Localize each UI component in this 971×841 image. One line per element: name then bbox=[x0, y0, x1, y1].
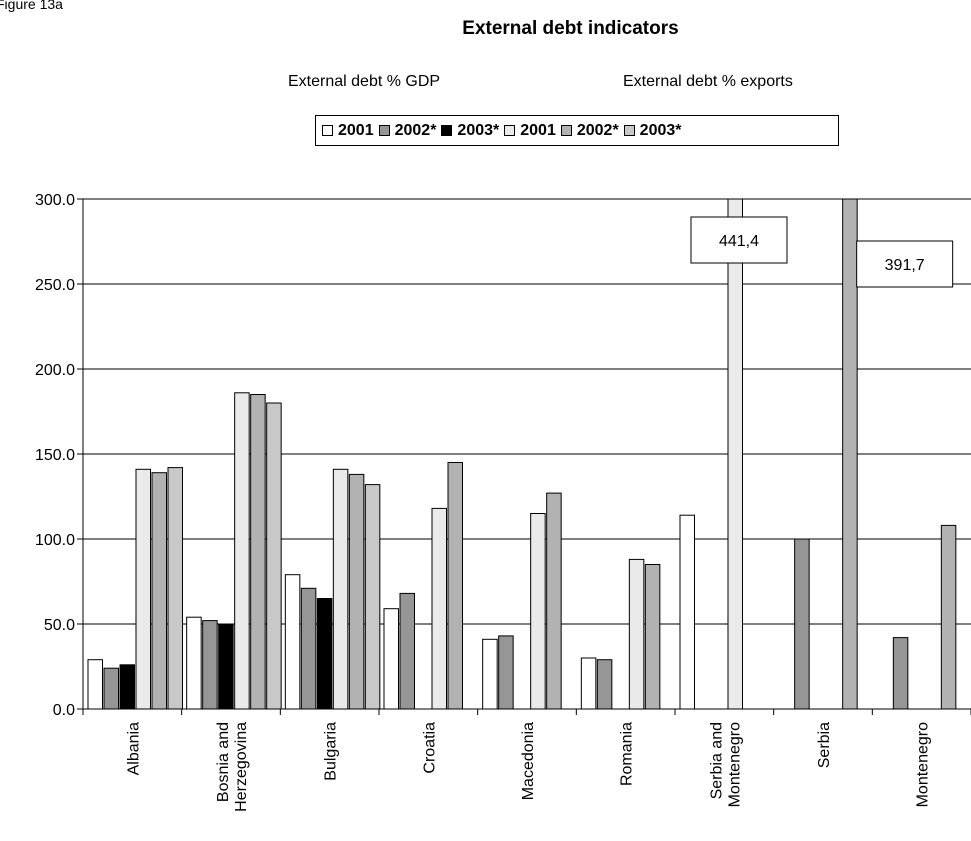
bar bbox=[794, 538, 810, 710]
bar bbox=[316, 598, 333, 710]
legend-item: 2003* bbox=[441, 122, 499, 140]
value-callout-box bbox=[856, 240, 954, 288]
bar bbox=[892, 637, 909, 710]
legend-swatch bbox=[378, 125, 390, 136]
bar bbox=[447, 462, 463, 710]
bar bbox=[135, 468, 151, 710]
bar bbox=[202, 620, 218, 710]
value-callout-label: 441,4 bbox=[719, 233, 759, 250]
bar bbox=[151, 472, 167, 710]
group-label-gdp: External debt % GDP bbox=[288, 73, 441, 90]
bar bbox=[596, 659, 613, 710]
legend-label: 2003* bbox=[457, 121, 500, 139]
x-category-label: Croatia bbox=[421, 722, 438, 774]
legend-label: 2002* bbox=[394, 121, 437, 139]
legend-label: 2002* bbox=[576, 121, 619, 139]
bar bbox=[580, 657, 597, 710]
x-category-label: Serbia and Montenegro bbox=[708, 722, 743, 807]
bar bbox=[332, 468, 349, 710]
bar bbox=[383, 608, 399, 710]
bar bbox=[727, 198, 743, 710]
chart-title: External debt indicators bbox=[462, 18, 679, 39]
bar bbox=[300, 587, 317, 710]
y-tick-label: 0.0 bbox=[53, 702, 75, 719]
group-label-exports: External debt % exports bbox=[623, 73, 793, 90]
x-category-label-line: Herzegovina bbox=[233, 722, 250, 812]
bar bbox=[364, 484, 381, 710]
bar bbox=[940, 524, 957, 710]
x-category-label-line: Montenegro bbox=[726, 722, 743, 807]
y-tick-label: 200.0 bbox=[35, 362, 75, 379]
bar bbox=[431, 507, 447, 710]
figure-label: Figure 13a bbox=[0, 0, 63, 12]
bar bbox=[842, 198, 858, 710]
legend-item: 2003* bbox=[623, 121, 682, 140]
x-category-label-line: Bulgaria bbox=[323, 722, 340, 781]
y-tick-label: 50.0 bbox=[44, 617, 75, 634]
x-category-label-line: Romania bbox=[619, 722, 636, 786]
x-category-label-line: Serbia and bbox=[708, 722, 725, 799]
bar bbox=[119, 664, 135, 710]
x-category-label-line: Albania bbox=[125, 722, 142, 775]
y-tick-label: 250.0 bbox=[35, 277, 75, 294]
x-category-label: Serbia bbox=[816, 722, 833, 768]
legend-label: 2001 bbox=[520, 121, 556, 139]
bar bbox=[546, 492, 562, 710]
x-category-label: Macedonia bbox=[520, 722, 537, 800]
bar bbox=[679, 514, 695, 710]
legend-item: 2001 bbox=[504, 122, 556, 140]
legend-swatch bbox=[322, 125, 333, 136]
legend-item: 2002* bbox=[378, 121, 437, 140]
bar bbox=[284, 574, 301, 710]
bar bbox=[399, 592, 415, 710]
x-category-label: Albania bbox=[125, 722, 142, 775]
bar bbox=[530, 513, 546, 710]
x-category-label: Bulgaria bbox=[323, 722, 340, 781]
legend-swatch bbox=[441, 125, 453, 136]
bar bbox=[250, 394, 266, 710]
legend-swatch bbox=[504, 125, 516, 136]
bar bbox=[644, 564, 661, 710]
x-category-label-line: Serbia bbox=[816, 722, 833, 768]
bar bbox=[348, 473, 365, 710]
x-category-label-line: Macedonia bbox=[520, 722, 537, 800]
bar bbox=[103, 667, 119, 710]
bar bbox=[234, 392, 250, 710]
bar bbox=[266, 402, 282, 710]
legend-swatch bbox=[623, 125, 635, 136]
y-tick-label: 100.0 bbox=[35, 532, 75, 549]
value-callout-label: 391,7 bbox=[885, 257, 925, 274]
bar bbox=[87, 659, 103, 710]
bar bbox=[628, 558, 645, 710]
x-category-label-line: Croatia bbox=[421, 722, 438, 774]
y-tick-label: 300.0 bbox=[35, 192, 75, 209]
x-category-label-line: Bosnia and bbox=[215, 722, 232, 802]
x-category-label: Romania bbox=[619, 722, 636, 786]
bar bbox=[482, 638, 498, 710]
x-category-label: Montenegro bbox=[915, 722, 932, 807]
value-callout-box bbox=[690, 216, 788, 264]
legend-item: 2002* bbox=[560, 121, 619, 140]
legend-label: 2001 bbox=[338, 121, 374, 139]
y-tick-label: 150.0 bbox=[35, 447, 75, 464]
bar bbox=[186, 616, 202, 710]
legend-swatch bbox=[560, 125, 572, 136]
bar bbox=[167, 467, 183, 710]
legend-label: 2003* bbox=[639, 121, 682, 139]
bar bbox=[498, 635, 514, 710]
x-category-label: Bosnia and Herzegovina bbox=[215, 722, 250, 812]
bar bbox=[218, 623, 234, 710]
x-category-label-line: Montenegro bbox=[915, 722, 932, 807]
legend: 2001 2002* 2003* 2001 2002* 2003* bbox=[315, 115, 839, 146]
legend-item: 2001 bbox=[322, 122, 374, 140]
